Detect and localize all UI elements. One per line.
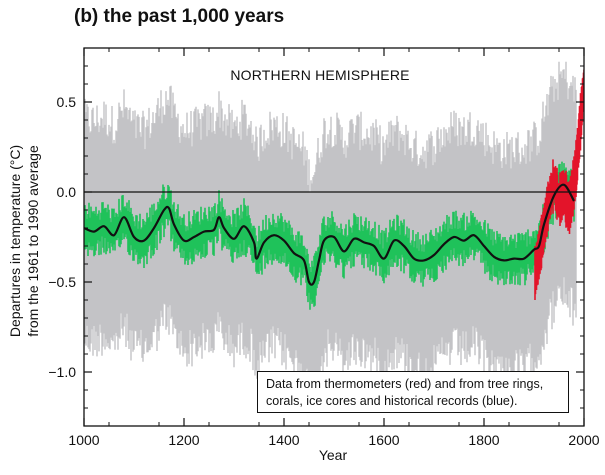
legend-note: Data from thermometers (red) and from tr… — [257, 371, 569, 413]
chart-title: (b) the past 1,000 years — [74, 6, 285, 27]
y-tick-label: −0.5 — [48, 274, 76, 290]
x-tick-label: 1800 — [468, 432, 499, 448]
x-tick-label: 1400 — [268, 432, 299, 448]
y-tick-label: −1.0 — [48, 364, 76, 380]
smoothed-series-line — [83, 183, 575, 286]
x-tick-label: 1600 — [368, 432, 399, 448]
legend-line-2: corals, ice cores and historical records… — [266, 394, 518, 408]
x-tick-label: 1000 — [68, 432, 99, 448]
y-axis-title-line-1: Departures in temperature (°C) — [7, 145, 23, 337]
y-axis-title-line-2: from the 1961 to 1990 average — [25, 145, 41, 337]
x-axis-title: Year — [319, 447, 348, 463]
y-tick-label: 0.5 — [57, 94, 77, 110]
plot-frame — [83, 47, 585, 427]
y-tick-label: 0.0 — [57, 184, 77, 200]
x-tick-label: 1200 — [168, 432, 199, 448]
axis-ticks: 1000 1200 1400 1600 1800 2000 0.5 0.0 −0.5 −1.0 — [48, 48, 600, 448]
x-tick-label: 2000 — [568, 432, 599, 448]
panel-label: NORTHERN HEMISPHERE — [230, 67, 409, 83]
legend-line-1: Data from thermometers (red) and from tr… — [266, 377, 544, 391]
